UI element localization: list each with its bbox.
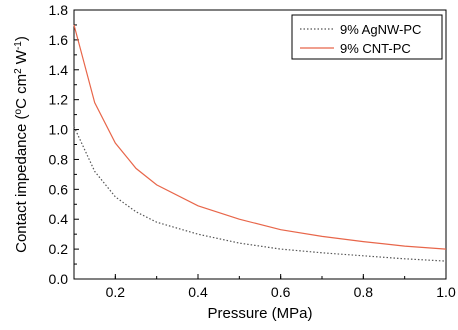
x-tick-label: 0.6 (271, 284, 291, 300)
legend-label: 9% CNT-PC (340, 41, 411, 56)
x-tick-label: 0.2 (106, 284, 126, 300)
legend: 9% AgNW-PC 9% CNT-PC (291, 14, 443, 60)
y-tick-label: 0.6 (49, 181, 69, 197)
y-tick-label: 0.2 (49, 241, 69, 257)
y-axis-ticks: 0.0 0.2 0.4 0.6 0.8 1.0 1.2 1.4 1.6 1.8 (49, 2, 79, 287)
y-tick-label: 1.4 (49, 62, 69, 78)
y-axis-label: Contact impedance (oC cm2 W-1) (13, 36, 31, 253)
legend-box (291, 14, 443, 60)
series-line (73, 126, 447, 262)
x-tick-label: 0.8 (354, 284, 374, 300)
x-axis-label: Pressure (MPa) (207, 305, 312, 322)
series-lines (73, 24, 447, 262)
y-tick-label: 1.0 (49, 122, 69, 138)
x-tick-label: 1.0 (436, 284, 456, 300)
y-tick-label: 0.0 (49, 271, 69, 287)
legend-label: 9% AgNW-PC (340, 22, 421, 37)
y-tick-label: 1.8 (49, 2, 69, 18)
y-tick-label: 1.2 (49, 92, 69, 108)
x-axis-ticks: 0.2 0.4 0.6 0.8 1.0 (73, 274, 456, 300)
x-tick-label: 0.4 (188, 284, 208, 300)
y-tick-label: 0.4 (49, 211, 69, 227)
y-tick-label: 1.6 (49, 32, 69, 48)
series-line (73, 24, 447, 250)
y-tick-label: 0.8 (49, 151, 69, 167)
